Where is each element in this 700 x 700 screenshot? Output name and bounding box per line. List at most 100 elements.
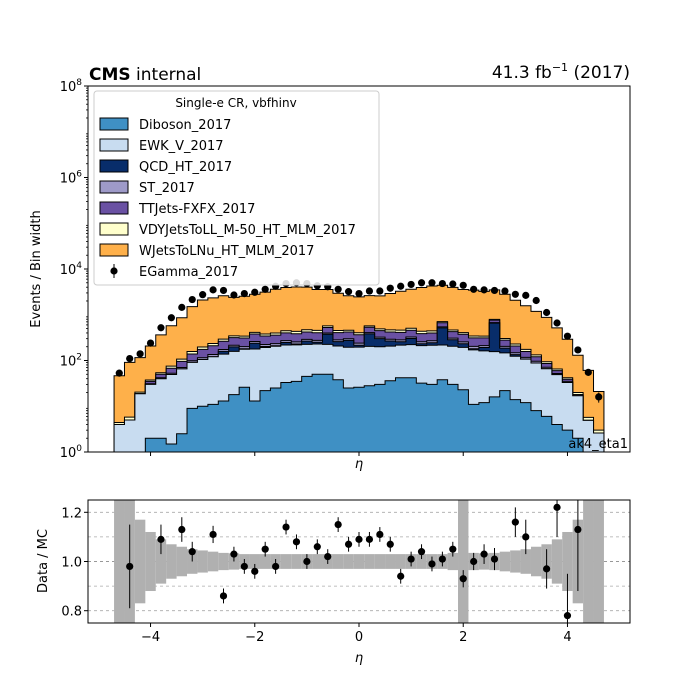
data-point xyxy=(438,279,446,288)
ratio-point xyxy=(126,562,134,571)
ratio-point xyxy=(376,530,384,539)
data-point xyxy=(574,346,582,354)
lumi-label: 41.3 fb−1 (2017) xyxy=(492,61,630,83)
uncertainty-bin xyxy=(499,551,511,572)
main-y-axis: 100 102 104 106 108 xyxy=(60,78,88,461)
ratio-x-axis-label: η xyxy=(355,651,363,666)
legend-entries: Diboson_2017 EWK_V_2017 QCD_HT_2017 ST_2017… xyxy=(99,117,356,280)
legend-box xyxy=(93,90,380,286)
data-point xyxy=(480,286,488,294)
ratio-point xyxy=(334,521,342,529)
data-point xyxy=(178,303,186,311)
ratio-point xyxy=(511,518,519,526)
uncertainty-bin xyxy=(416,554,427,569)
uncertainty-bin xyxy=(385,554,396,569)
ratio-point xyxy=(438,555,446,563)
uncertainty-bin xyxy=(562,531,573,592)
data-point xyxy=(386,284,394,292)
ratio-point xyxy=(459,575,467,583)
uncertainty-bin xyxy=(593,500,604,623)
ratio-y-tick-label: 1.2 xyxy=(61,506,82,521)
data-point xyxy=(397,282,405,290)
ratio-point xyxy=(324,552,332,561)
data-point xyxy=(459,281,467,289)
data-point xyxy=(428,279,436,287)
ratio-point xyxy=(240,562,248,571)
lumi-prefix: 41.3 fb xyxy=(492,63,552,83)
legend-entry-label: EWK_V_2017 xyxy=(139,139,224,154)
uncertainty-bin xyxy=(134,519,146,604)
uncertainty-bin xyxy=(458,500,469,623)
legend-swatch xyxy=(99,243,129,257)
y-tick-label: 102 xyxy=(60,353,82,370)
ratio-point xyxy=(272,562,280,571)
ratio-y-axis-label: Data / MC xyxy=(36,529,51,593)
uncertainty-bin xyxy=(145,531,156,592)
y-tick-label: 108 xyxy=(60,78,83,95)
data-point xyxy=(584,368,592,376)
uncertainty-bin xyxy=(291,554,302,569)
data-point xyxy=(167,314,175,322)
uncertainty-bin xyxy=(332,554,344,569)
ratio-point xyxy=(543,565,551,573)
ratio-point xyxy=(178,525,186,534)
ratio-x-tick-label: −4 xyxy=(141,630,160,645)
y-tick-label: 106 xyxy=(60,170,83,187)
legend-entry-label: ST_2017 xyxy=(139,181,195,196)
ratio-x-axis: −4 −2 0 2 4 xyxy=(141,623,572,645)
ratio-point xyxy=(365,535,374,543)
uncertainty-bin xyxy=(197,550,208,573)
main-panel: 100 102 104 106 108 Events / Bin width η ak4… xyxy=(29,78,631,472)
data-point xyxy=(209,286,217,294)
data-point xyxy=(188,295,196,304)
ratio-point xyxy=(219,592,228,600)
ratio-point xyxy=(355,535,363,543)
ratio-point xyxy=(344,540,353,548)
ratio-point xyxy=(313,543,321,551)
data-point xyxy=(449,280,457,288)
data-point xyxy=(240,289,248,298)
uncertainty-bin xyxy=(155,539,167,584)
ratio-point xyxy=(428,560,436,568)
uncertainty-bin xyxy=(114,500,125,623)
data-point xyxy=(230,291,238,299)
ratio-point xyxy=(230,550,238,558)
data-point xyxy=(355,289,363,298)
uncertainty-bin xyxy=(395,554,406,569)
ratio-point xyxy=(574,525,582,534)
annotation-label: ak4_eta1 xyxy=(568,437,628,452)
ratio-y-tick-label: 0.8 xyxy=(61,605,82,620)
uncertainty-bin xyxy=(207,551,219,572)
uncertainty-bin xyxy=(259,554,271,569)
data-point xyxy=(334,285,342,293)
legend-swatch xyxy=(99,159,129,173)
uncertainty-bin xyxy=(280,554,292,569)
ratio-point xyxy=(209,530,217,539)
data-point xyxy=(157,324,165,332)
uncertainty-bin xyxy=(218,552,229,571)
data-point xyxy=(344,288,353,296)
legend-swatch xyxy=(99,201,129,215)
ratio-y-tick-label: 1.0 xyxy=(61,556,82,571)
data-point xyxy=(543,308,551,317)
data-point xyxy=(365,287,374,295)
legend-entry-label: QCD_HT_2017 xyxy=(139,160,232,175)
legend-swatch xyxy=(99,180,129,194)
stacked-histogram xyxy=(113,284,605,452)
uncertainty-bin xyxy=(312,554,323,569)
uncertainty-bin xyxy=(583,500,594,623)
ratio-point xyxy=(449,545,457,553)
y-tick-label: 100 xyxy=(60,444,83,461)
legend-marker xyxy=(110,267,118,275)
uncertainty-bin xyxy=(447,552,459,571)
legend: Single-e CR, vbfhinv Diboson_2017 EWK_V_2… xyxy=(93,90,380,286)
uncertainty-bin xyxy=(166,544,177,579)
data-point xyxy=(261,285,269,293)
main-x-axis xyxy=(150,452,568,456)
uncertainty-bin xyxy=(520,549,531,574)
ratio-point xyxy=(563,612,572,620)
data-point xyxy=(417,279,426,287)
cms-label: CMS internal xyxy=(89,65,201,85)
data-point xyxy=(490,286,499,295)
